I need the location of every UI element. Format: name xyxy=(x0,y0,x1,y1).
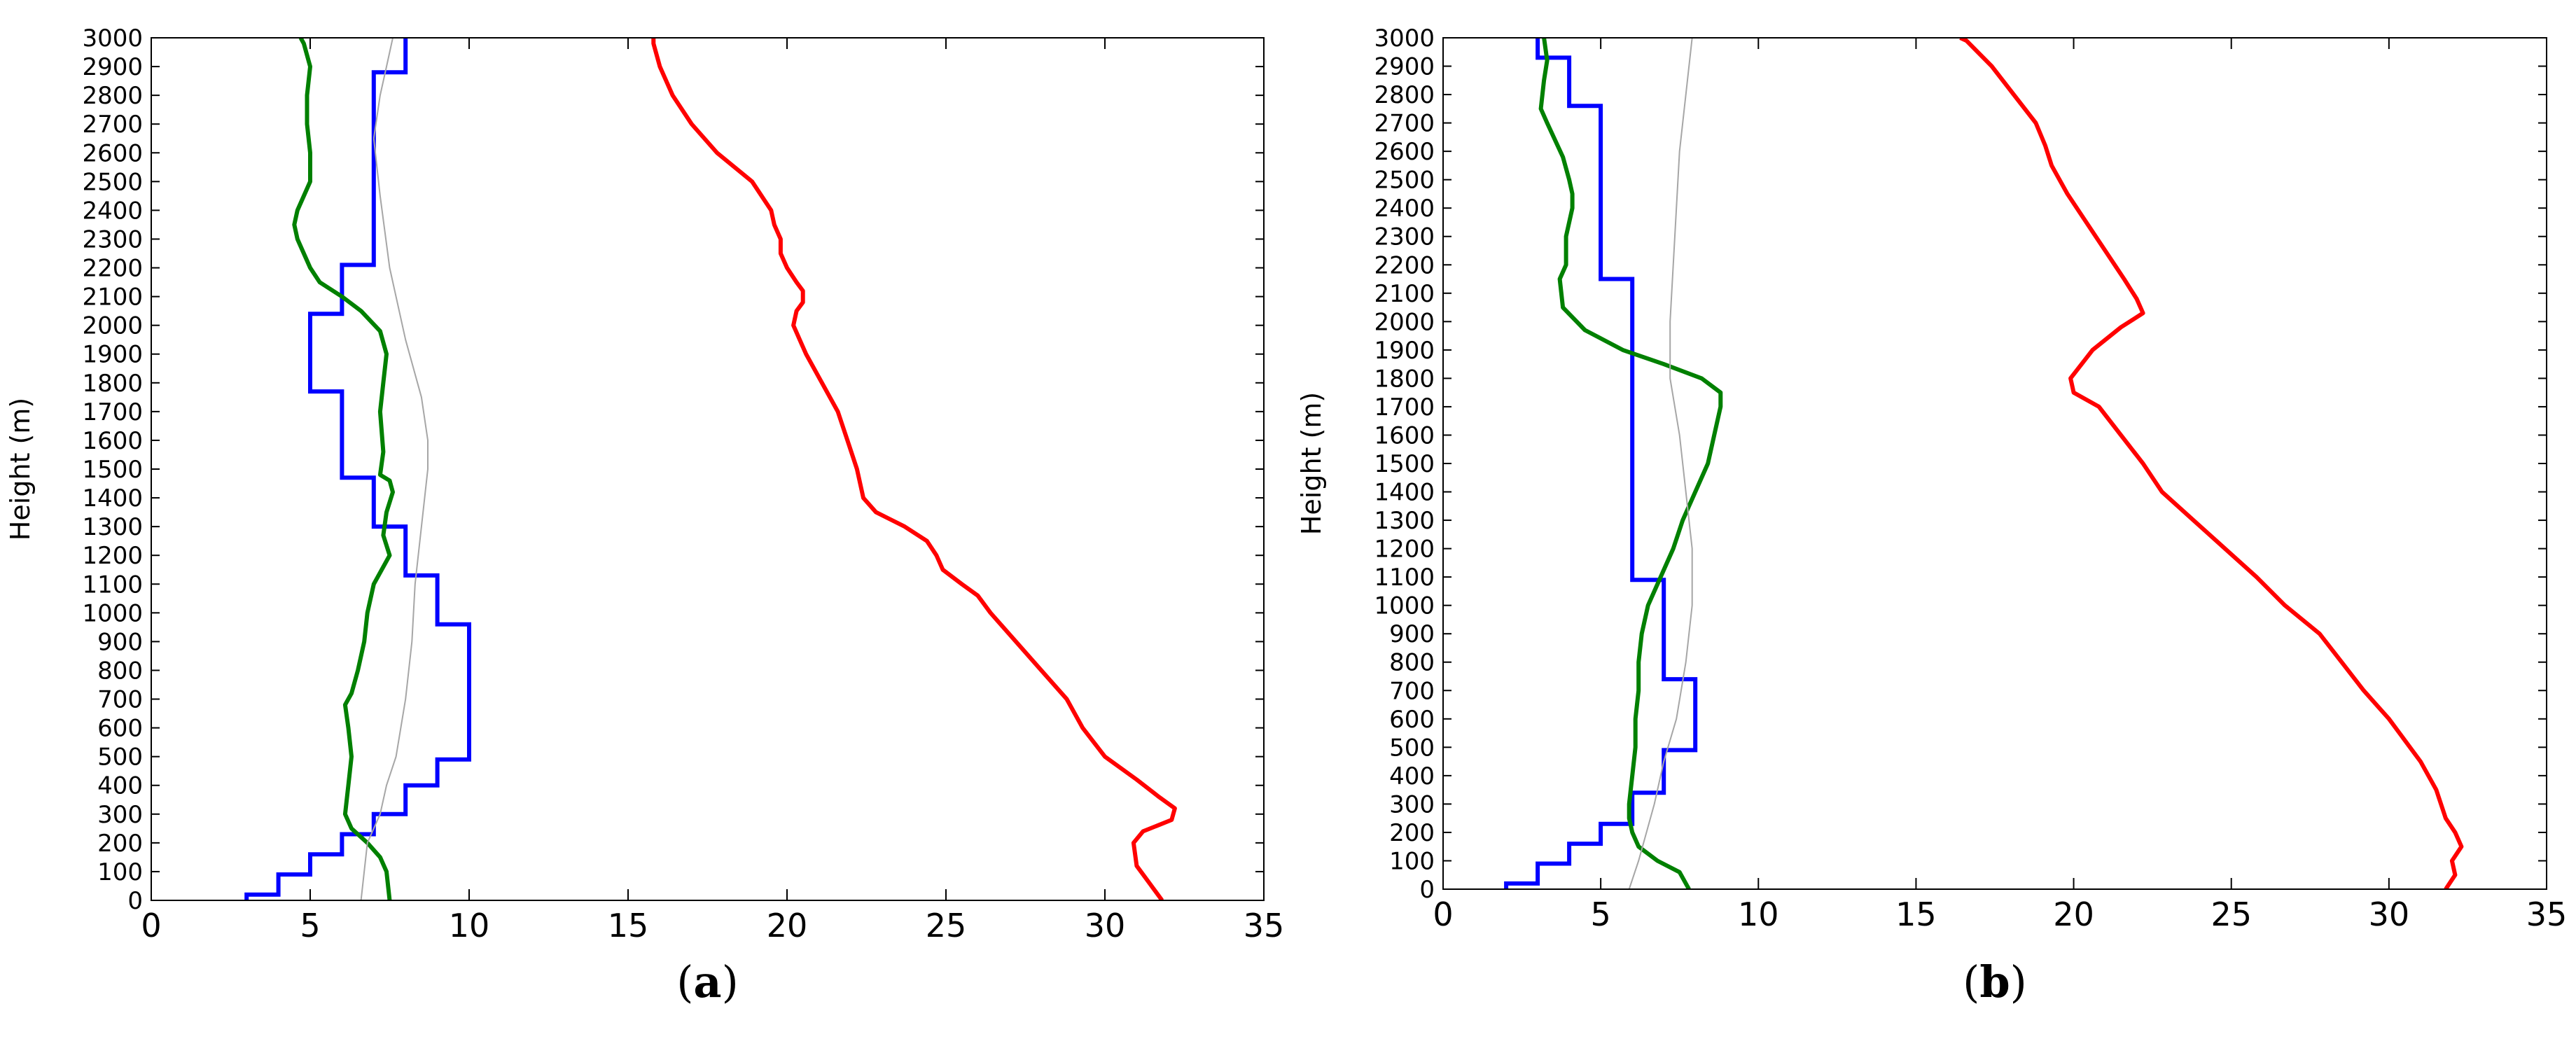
y-tick-label: 100 xyxy=(97,858,143,886)
x-tick-label: 5 xyxy=(300,907,320,944)
y-tick-label: 1400 xyxy=(1374,479,1435,507)
x-tick-label: 10 xyxy=(1738,895,1779,933)
y-tick-label: 400 xyxy=(97,772,143,800)
y-tick-label: 200 xyxy=(1389,819,1435,847)
y-tick-label: 300 xyxy=(1389,790,1435,818)
y-tick-label: 2800 xyxy=(82,82,143,110)
y-tick-label: 1000 xyxy=(82,599,143,627)
y-tick-label: 100 xyxy=(1389,847,1435,875)
plot-frame xyxy=(1442,37,2547,890)
y-tick-label: 2300 xyxy=(1374,223,1435,251)
y-tick-label: 2200 xyxy=(1374,251,1435,279)
y-tick-label: 2300 xyxy=(82,225,143,253)
y-tick-label: 1400 xyxy=(82,484,143,512)
panel-label: (b) xyxy=(1963,956,2027,1007)
y-tick-label: 300 xyxy=(97,801,143,829)
y-tick-label: 0 xyxy=(1419,876,1435,904)
y-tick-label: 2500 xyxy=(82,168,143,196)
y-tick-label: 900 xyxy=(1389,620,1435,648)
y-tick-label: 1800 xyxy=(82,370,143,398)
y-tick-label: 800 xyxy=(97,657,143,685)
y-tick-label: 2600 xyxy=(82,139,143,167)
blue-step-profile-line xyxy=(244,38,471,900)
y-tick-label: 1300 xyxy=(82,513,143,541)
green-profile-line xyxy=(292,38,395,900)
green-profile-line xyxy=(1538,38,1723,889)
y-tick-label: 1500 xyxy=(82,456,143,484)
y-tick-label: 1600 xyxy=(1374,421,1435,449)
y-tick-label: 700 xyxy=(97,686,143,714)
y-tick-label: 1800 xyxy=(1374,365,1435,393)
panel-a: 0100200300400500600700800900100011001200… xyxy=(5,25,1284,1007)
y-tick-label: 1600 xyxy=(82,427,143,455)
series-group xyxy=(1504,38,2464,889)
y-tick-label: 1200 xyxy=(82,542,143,570)
y-tick-label: 1700 xyxy=(82,398,143,426)
gray-profile-line xyxy=(360,38,429,900)
x-tick-label: 20 xyxy=(2053,895,2094,933)
y-tick-label: 500 xyxy=(97,744,143,772)
y-tick-label: 900 xyxy=(97,628,143,656)
x-tick-label: 25 xyxy=(2211,895,2252,933)
red-profile-line xyxy=(1959,38,2464,889)
y-tick-label: 400 xyxy=(1389,762,1435,790)
y-tick-label: 2200 xyxy=(82,255,143,283)
y-tick-label: 2900 xyxy=(82,53,143,81)
y-tick-label: 700 xyxy=(1389,677,1435,705)
x-tick-label: 0 xyxy=(141,907,161,944)
x-tick-label: 25 xyxy=(926,907,967,944)
y-tick-label: 1100 xyxy=(82,571,143,599)
y-tick-label: 1300 xyxy=(1374,507,1435,535)
y-tick-label: 2900 xyxy=(1374,53,1435,81)
y-tick-label: 600 xyxy=(97,715,143,743)
y-tick-label: 3000 xyxy=(82,25,143,53)
series-group xyxy=(244,38,1177,900)
y-axis-title: Height (m) xyxy=(5,398,36,541)
y-tick-label: 2600 xyxy=(1374,138,1435,166)
y-tick-label: 1200 xyxy=(1374,536,1435,564)
x-tick-label: 10 xyxy=(449,907,490,944)
y-tick-label: 2800 xyxy=(1374,81,1435,109)
y-tick-label: 2700 xyxy=(82,111,143,139)
y-tick-label: 2400 xyxy=(82,197,143,225)
blue-step-profile-line xyxy=(1504,38,1698,889)
x-tick-label: 30 xyxy=(2369,895,2410,933)
x-tick-label: 15 xyxy=(1895,895,1937,933)
x-tick-label: 0 xyxy=(1433,895,1453,933)
y-tick-label: 3000 xyxy=(1374,25,1435,53)
x-tick-label: 35 xyxy=(1244,907,1285,944)
plot-frame xyxy=(151,37,1265,901)
y-tick-label: 1000 xyxy=(1374,592,1435,620)
x-tick-label: 30 xyxy=(1085,907,1126,944)
y-tick-label: 1900 xyxy=(82,341,143,369)
panel-b: 0100200300400500600700800900100011001200… xyxy=(1296,25,2567,1007)
y-tick-label: 200 xyxy=(97,830,143,858)
y-tick-label: 1700 xyxy=(1374,393,1435,421)
y-tick-label: 500 xyxy=(1389,734,1435,762)
x-tick-label: 20 xyxy=(767,907,808,944)
y-tick-label: 2100 xyxy=(82,284,143,312)
y-tick-label: 2000 xyxy=(1374,308,1435,336)
x-tick-label: 5 xyxy=(1591,895,1611,933)
y-tick-label: 1500 xyxy=(1374,450,1435,478)
y-tick-label: 800 xyxy=(1389,649,1435,677)
y-tick-label: 1100 xyxy=(1374,564,1435,592)
x-tick-label: 15 xyxy=(608,907,649,944)
y-tick-label: 2400 xyxy=(1374,195,1435,223)
panel-label: (a) xyxy=(676,956,739,1007)
y-tick-label: 2100 xyxy=(1374,280,1435,308)
y-tick-label: 1900 xyxy=(1374,337,1435,365)
y-tick-label: 2500 xyxy=(1374,167,1435,195)
y-tick-label: 2000 xyxy=(82,312,143,340)
y-axis-title: Height (m) xyxy=(1296,392,1327,535)
y-tick-label: 600 xyxy=(1389,706,1435,734)
x-tick-label: 35 xyxy=(2526,895,2568,933)
gray-profile-line xyxy=(1628,38,1693,889)
y-tick-label: 0 xyxy=(127,887,143,915)
y-tick-label: 2700 xyxy=(1374,110,1435,138)
red-profile-line xyxy=(651,38,1177,900)
